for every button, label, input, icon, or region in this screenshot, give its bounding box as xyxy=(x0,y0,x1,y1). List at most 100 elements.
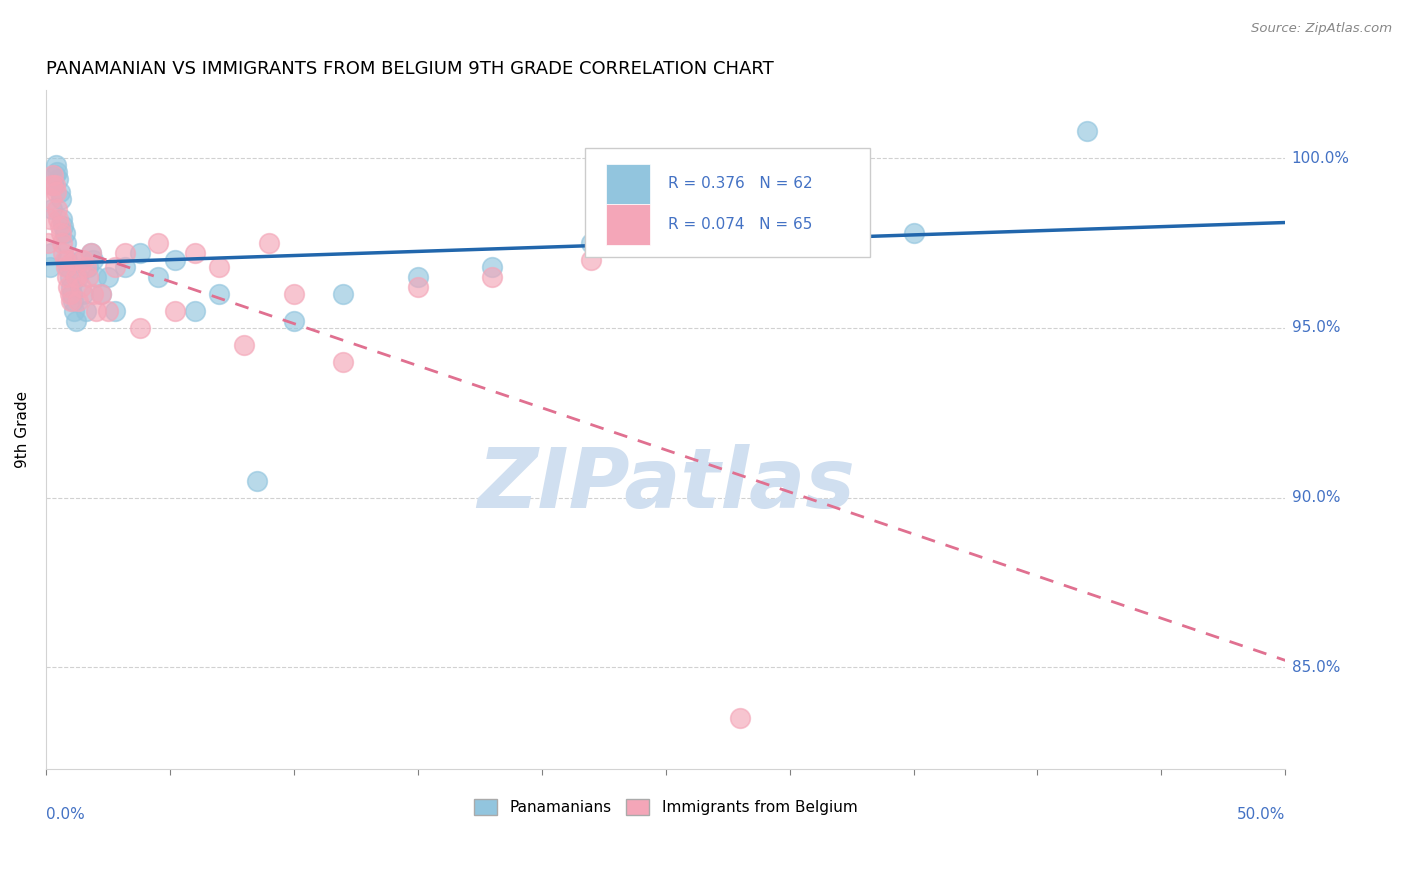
Point xyxy=(48,212,70,227)
Point xyxy=(77,260,100,274)
Point xyxy=(163,253,186,268)
Point xyxy=(104,260,127,274)
Point xyxy=(183,304,205,318)
Point xyxy=(41,202,63,216)
Text: R = 0.074   N = 65: R = 0.074 N = 65 xyxy=(668,218,813,232)
Text: 85.0%: 85.0% xyxy=(1292,660,1340,675)
Point xyxy=(728,711,751,725)
Point xyxy=(208,260,231,274)
Point xyxy=(75,260,97,274)
Point xyxy=(84,270,107,285)
Point xyxy=(38,212,60,227)
Legend: Panamanians, Immigrants from Belgium: Panamanians, Immigrants from Belgium xyxy=(467,791,865,822)
Point xyxy=(208,287,231,301)
Point xyxy=(283,314,305,328)
Point xyxy=(89,287,111,301)
Point xyxy=(39,192,62,206)
Point xyxy=(97,304,120,318)
Point xyxy=(406,270,429,285)
Y-axis label: 9th Grade: 9th Grade xyxy=(15,392,30,468)
FancyBboxPatch shape xyxy=(606,163,650,204)
Point xyxy=(58,280,80,294)
Text: Source: ZipAtlas.com: Source: ZipAtlas.com xyxy=(1251,22,1392,36)
Point xyxy=(728,219,751,233)
Point xyxy=(56,253,79,268)
Point xyxy=(45,185,67,199)
Point xyxy=(48,171,70,186)
Point xyxy=(38,260,60,274)
Point xyxy=(59,293,82,308)
Point xyxy=(82,287,104,301)
Point xyxy=(79,246,101,260)
Text: PANAMANIAN VS IMMIGRANTS FROM BELGIUM 9TH GRADE CORRELATION CHART: PANAMANIAN VS IMMIGRANTS FROM BELGIUM 9T… xyxy=(46,60,773,78)
Point xyxy=(246,474,269,488)
Point xyxy=(49,226,72,240)
Point xyxy=(44,178,66,193)
Point xyxy=(41,178,63,193)
Text: 100.0%: 100.0% xyxy=(1292,151,1350,166)
Point xyxy=(45,158,67,172)
Point xyxy=(55,235,77,250)
Point xyxy=(129,321,152,335)
Point xyxy=(58,270,80,285)
Point xyxy=(56,270,79,285)
Point xyxy=(58,287,80,301)
Point xyxy=(481,260,503,274)
Point xyxy=(67,270,90,285)
Point xyxy=(51,235,73,250)
Point xyxy=(129,246,152,260)
Point xyxy=(1076,124,1098,138)
Point xyxy=(65,270,87,285)
Text: ZIPatlas: ZIPatlas xyxy=(477,443,855,524)
Point xyxy=(55,260,77,274)
Text: R = 0.376   N = 62: R = 0.376 N = 62 xyxy=(668,177,813,192)
Point xyxy=(89,287,111,301)
Point xyxy=(63,304,86,318)
Point xyxy=(44,168,66,182)
Point xyxy=(69,253,91,268)
Point xyxy=(903,226,925,240)
Point xyxy=(332,287,354,301)
Point xyxy=(51,212,73,227)
Point xyxy=(581,253,603,268)
Point xyxy=(114,260,136,274)
Point xyxy=(53,253,76,268)
Point xyxy=(65,314,87,328)
Point xyxy=(49,192,72,206)
Point xyxy=(60,287,83,301)
Point xyxy=(62,293,84,308)
Point xyxy=(146,235,169,250)
Point xyxy=(581,235,603,250)
Point xyxy=(283,287,305,301)
Point xyxy=(48,219,70,233)
Point xyxy=(163,304,186,318)
Point xyxy=(257,235,280,250)
Point xyxy=(59,280,82,294)
Point xyxy=(58,260,80,274)
Text: 50.0%: 50.0% xyxy=(1237,806,1285,822)
Point xyxy=(114,246,136,260)
Point xyxy=(72,287,94,301)
Point xyxy=(46,165,69,179)
Point xyxy=(97,270,120,285)
Point xyxy=(48,185,70,199)
Point xyxy=(75,304,97,318)
Point xyxy=(42,178,65,193)
Point xyxy=(146,270,169,285)
Text: 90.0%: 90.0% xyxy=(1292,491,1340,505)
Point xyxy=(39,246,62,260)
Point xyxy=(42,168,65,182)
Point xyxy=(62,253,84,268)
Point xyxy=(79,246,101,260)
Point xyxy=(332,355,354,369)
Point xyxy=(481,270,503,285)
Point xyxy=(104,304,127,318)
Text: 0.0%: 0.0% xyxy=(46,806,84,822)
Point xyxy=(406,280,429,294)
Point xyxy=(52,246,75,260)
Point xyxy=(69,280,91,294)
Point xyxy=(67,293,90,308)
Point xyxy=(37,235,59,250)
Point xyxy=(52,219,75,233)
Point xyxy=(46,202,69,216)
